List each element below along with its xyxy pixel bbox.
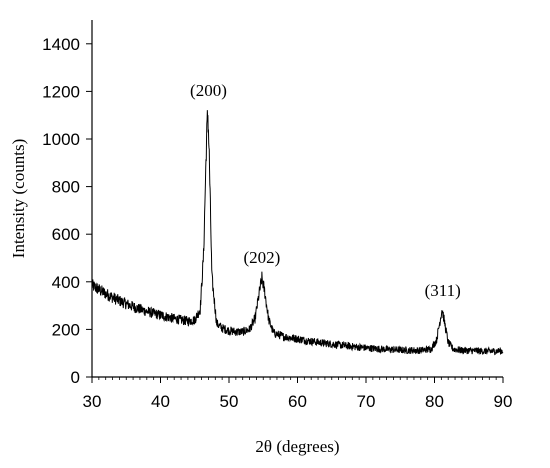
x-axis-title: 2θ (degrees) [255,437,339,456]
series [91,110,504,356]
y-tick-label: 600 [52,225,80,244]
x-tick-label: 40 [151,392,170,411]
x-tick-label: 80 [425,392,444,411]
y-tick-label: 1200 [42,82,80,101]
x-tick-label: 90 [494,392,513,411]
peak-label: (200) [190,81,227,100]
y-tick-label: 0 [71,368,80,387]
x-tick-label: 30 [83,392,102,411]
axes [91,20,503,378]
y-tick-label: 1000 [42,130,80,149]
y-tick-label: 800 [52,178,80,197]
x-tick-label: 70 [357,392,376,411]
peak-label: (311) [425,281,461,300]
annotations: (200) (202) (311) [190,81,461,300]
x-tick-label: 50 [220,392,239,411]
y-axis-title: Intensity (counts) [9,139,28,258]
y-tick-label: 200 [52,320,80,339]
peak-label: (202) [243,248,280,267]
x-tick-label: 60 [288,392,307,411]
ticks: 30 40 50 60 70 80 90 0 200 400 600 800 1000 1200 1400 [42,35,512,411]
y-tick-label: 1400 [42,35,80,54]
y-tick-label: 400 [52,273,80,292]
series-line-0 [91,110,504,356]
